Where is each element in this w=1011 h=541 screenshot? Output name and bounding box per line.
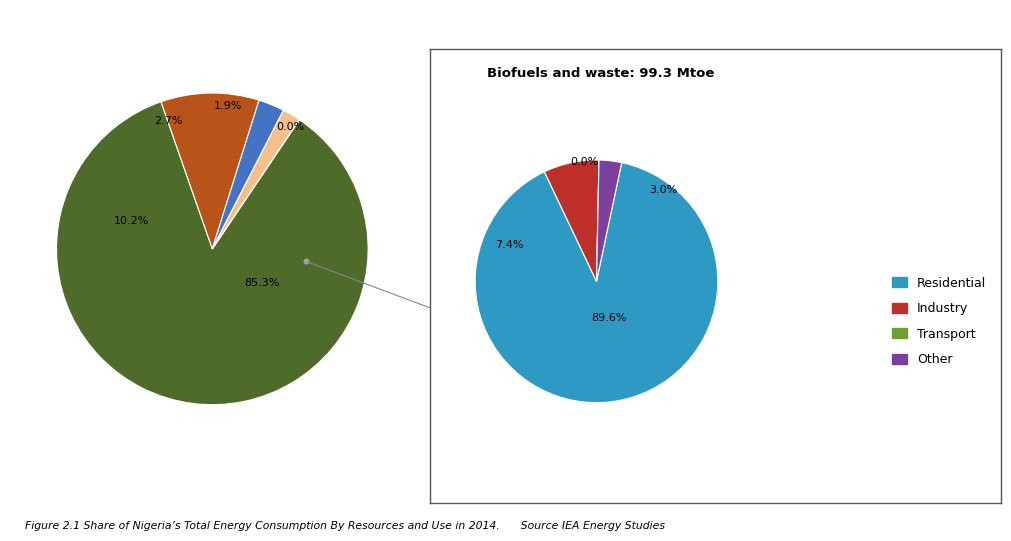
Wedge shape (57, 102, 368, 405)
Wedge shape (475, 163, 718, 403)
Text: 1.9%: 1.9% (213, 101, 242, 110)
Text: 7.4%: 7.4% (495, 240, 524, 250)
Wedge shape (596, 160, 600, 281)
Text: Figure 2.1 Share of Nigeria’s Total Energy Consumption By Resources and Use in 2: Figure 2.1 Share of Nigeria’s Total Ener… (25, 522, 665, 531)
Legend: Residential, Industry, Transport, Other: Residential, Industry, Transport, Other (890, 274, 989, 368)
Text: 10.2%: 10.2% (113, 216, 149, 226)
Wedge shape (212, 120, 299, 249)
Text: 0.0%: 0.0% (276, 122, 304, 133)
Text: 0.0%: 0.0% (570, 157, 599, 167)
Text: 2.7%: 2.7% (155, 116, 183, 126)
Text: 89.6%: 89.6% (590, 313, 627, 323)
Text: 85.3%: 85.3% (245, 278, 280, 288)
Text: 3.0%: 3.0% (649, 186, 677, 195)
Text: Biofuels and waste: 99.3 Mtoe: Biofuels and waste: 99.3 Mtoe (487, 67, 715, 80)
Wedge shape (544, 160, 600, 281)
Wedge shape (161, 93, 259, 249)
Wedge shape (596, 160, 622, 281)
Wedge shape (212, 100, 283, 249)
Wedge shape (212, 110, 299, 249)
